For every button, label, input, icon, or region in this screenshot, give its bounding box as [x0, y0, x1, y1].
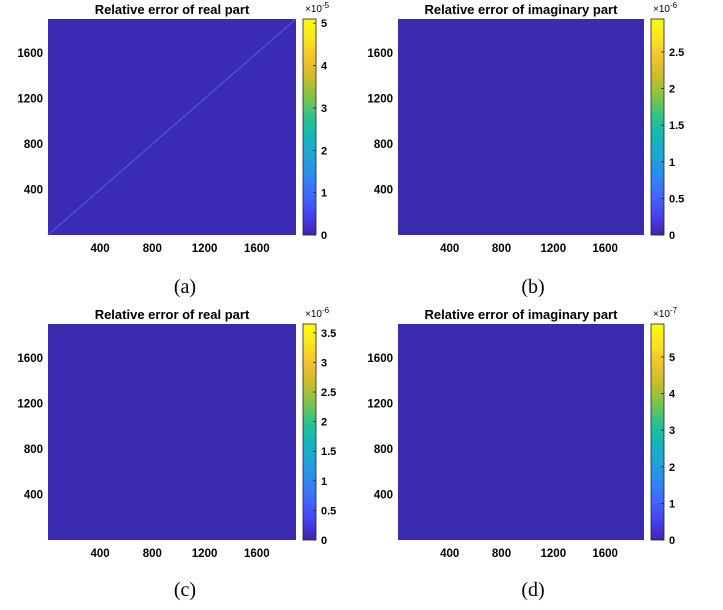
colorbar-tick-label: 2 — [321, 145, 327, 157]
x-tick-label: 400 — [91, 243, 110, 255]
colorbar-tick-label: 2.5 — [321, 387, 336, 399]
colorbar-exponent-base: ×10 — [305, 309, 322, 320]
colorbar-tick-label: 3 — [321, 103, 327, 115]
colorbar-tick-label: 1.5 — [669, 120, 684, 132]
heatmap-field — [398, 324, 644, 540]
colorbar-exponent: ×10-7 — [653, 306, 678, 320]
colorbar — [650, 323, 665, 541]
colorbar-tick-label: 3.5 — [321, 328, 336, 340]
colorbar-tick-label: 1.5 — [321, 446, 336, 458]
colorbar-exponent-power: -6 — [322, 306, 330, 315]
colorbar-tick-label: 2.5 — [669, 47, 684, 59]
y-tick-label: 800 — [24, 139, 43, 151]
colorbar-tick-label: 0 — [321, 535, 327, 547]
x-tick-label: 400 — [440, 548, 459, 560]
colorbar-tick-label: 4 — [669, 389, 676, 401]
colorbar — [650, 18, 665, 236]
heatmap-field — [398, 19, 644, 235]
y-tick-label: 1200 — [17, 94, 43, 106]
y-tick-label: 1600 — [367, 353, 393, 365]
y-tick-label: 400 — [24, 490, 43, 502]
heatmap-field — [48, 324, 296, 540]
colorbar-tick-label: 5 — [669, 352, 675, 364]
y-tick-label: 400 — [374, 185, 393, 197]
colorbar-tick-label: 2 — [669, 462, 675, 474]
y-tick-label: 1200 — [367, 399, 393, 411]
y-tick-label: 800 — [374, 139, 393, 151]
colorbar-tick-label: 0 — [321, 230, 327, 242]
y-tick-label: 1600 — [17, 353, 43, 365]
colorbar-tick-label: 2 — [321, 417, 327, 429]
panel-caption: (d) — [521, 579, 544, 601]
colorbar-exponent-base: ×10 — [653, 309, 670, 320]
x-tick-label: 400 — [91, 548, 110, 560]
x-tick-label: 800 — [492, 548, 511, 560]
y-tick-label: 1600 — [367, 48, 393, 60]
colorbar-tick-label: 0.5 — [321, 505, 336, 517]
colorbar — [302, 323, 317, 541]
x-tick-label: 1200 — [541, 243, 567, 255]
x-tick-label: 1200 — [541, 548, 567, 560]
x-tick-label: 1600 — [592, 243, 618, 255]
colorbar-exponent-power: -5 — [322, 1, 330, 10]
colorbar-exponent-base: ×10 — [653, 4, 670, 15]
panel-a: Relative error of real part 400 800 1200 160… — [17, 1, 329, 298]
colorbar-exponent: ×10-5 — [305, 1, 330, 15]
colorbar-tick-label: 0 — [669, 230, 675, 242]
x-tick-label: 800 — [143, 243, 162, 255]
colorbar-tick-label: 3 — [669, 425, 675, 437]
panel-c: Relative error of real part 400 800 1200 160… — [17, 306, 336, 601]
panel-title: Relative error of real part — [95, 2, 250, 17]
colorbar-tick-label: 4 — [321, 61, 328, 73]
y-tick-label: 800 — [24, 444, 43, 456]
heatmap-diagonal — [47, 18, 297, 236]
panel-title: Relative error of imaginary part — [425, 2, 619, 17]
x-tick-label: 800 — [492, 243, 511, 255]
colorbar-tick-label: 3 — [321, 357, 327, 369]
colorbar — [302, 18, 317, 236]
panel-title: Relative error of real part — [95, 307, 250, 322]
panel-caption: (b) — [521, 276, 544, 298]
x-tick-label: 1200 — [192, 243, 218, 255]
x-tick-label: 1200 — [192, 548, 218, 560]
x-tick-label: 1600 — [244, 243, 270, 255]
y-tick-label: 1200 — [17, 399, 43, 411]
colorbar-exponent: ×10-6 — [305, 306, 330, 320]
colorbar-tick-label: 0.5 — [669, 193, 684, 205]
panel-caption: (a) — [174, 276, 196, 298]
x-tick-label: 400 — [440, 243, 459, 255]
colorbar-exponent-power: -7 — [670, 306, 678, 315]
x-tick-label: 1600 — [592, 548, 618, 560]
panel-caption: (c) — [174, 579, 196, 601]
colorbar-tick-label: 1 — [321, 188, 327, 200]
colorbar-exponent-base: ×10 — [305, 4, 322, 15]
x-tick-label: 1600 — [244, 548, 270, 560]
y-tick-label: 1600 — [17, 48, 43, 60]
panel-title: Relative error of imaginary part — [425, 307, 619, 322]
colorbar-tick-label: 1 — [669, 157, 675, 169]
colorbar-tick-label: 5 — [321, 18, 327, 30]
colorbar-exponent: ×10-6 — [653, 1, 678, 15]
colorbar-exponent-power: -6 — [670, 1, 678, 10]
colorbar-tick-label: 2 — [669, 84, 675, 96]
x-tick-label: 800 — [143, 548, 162, 560]
y-tick-label: 1200 — [367, 94, 393, 106]
y-tick-label: 400 — [374, 490, 393, 502]
colorbar-tick-label: 1 — [321, 476, 327, 488]
y-tick-label: 400 — [24, 185, 43, 197]
y-tick-label: 800 — [374, 444, 393, 456]
colorbar-tick-label: 1 — [669, 498, 675, 510]
colorbar-tick-label: 0 — [669, 535, 675, 547]
